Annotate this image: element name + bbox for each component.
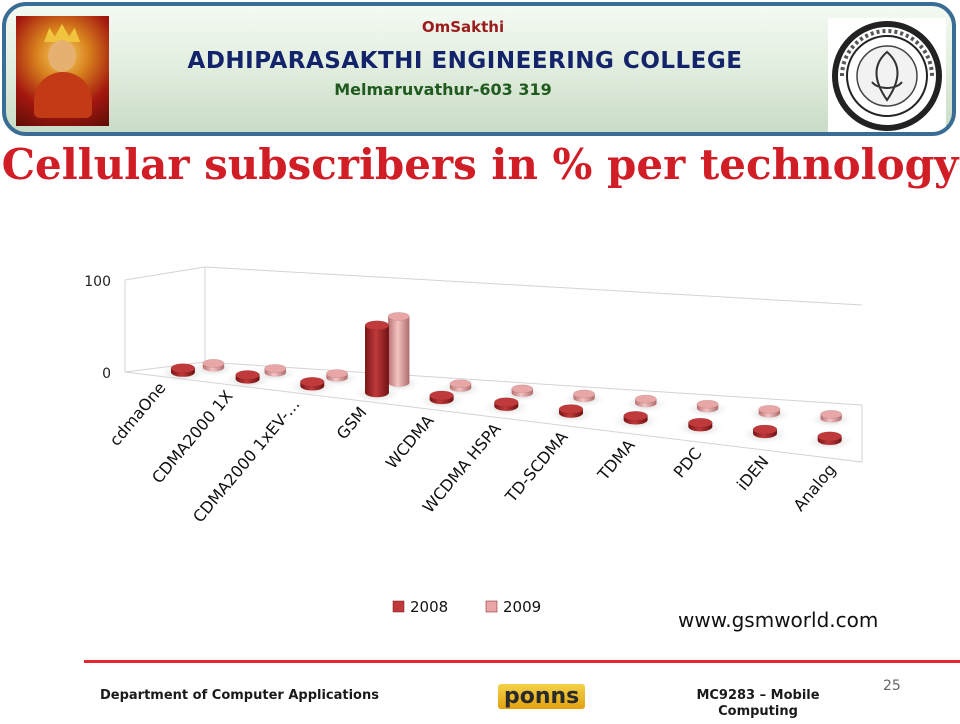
- footer-department: Department of Computer Applications: [100, 688, 379, 703]
- bar-top: [387, 312, 410, 321]
- bar-top: [364, 320, 390, 331]
- page-number: 25: [883, 678, 901, 694]
- bar-top: [817, 431, 842, 442]
- y-tick-label: 0: [102, 366, 111, 382]
- bar-top: [758, 404, 781, 414]
- bar-top: [235, 370, 260, 380]
- x-tick-label: Analog: [789, 460, 839, 515]
- bar-top: [264, 364, 287, 373]
- bar-top: [494, 397, 519, 408]
- college-name: ADHIPARASAKTHI ENGINEERING COLLEGE: [187, 48, 743, 74]
- bar-top: [688, 417, 713, 428]
- footer-brand-logo: ponns: [498, 684, 586, 709]
- deity-image: [16, 16, 109, 126]
- bar-2009-GSM: [388, 316, 410, 383]
- x-tick-label: PDC: [670, 444, 706, 482]
- source-url: www.gsmworld.com: [678, 608, 879, 632]
- x-tick-label: WCDMA HSPA: [419, 419, 505, 516]
- bar-top: [429, 390, 454, 401]
- x-tick-label: cdmaOne: [106, 378, 170, 449]
- bar-top: [449, 379, 472, 389]
- legend-swatch-2008: [392, 600, 405, 613]
- header-omsakthi: OmSakthi: [421, 18, 505, 36]
- x-tick-label: iDEN: [733, 452, 773, 494]
- legend-swatch-2009: [485, 600, 498, 613]
- slide-title: Cellular subscribers in % per technology: [1, 140, 959, 189]
- chart-back-wall: [204, 266, 863, 362]
- footer-course-line1: MC9283 – Mobile: [696, 688, 820, 703]
- bar-top: [820, 410, 843, 419]
- legend-label-2008: 2008: [410, 598, 448, 616]
- bar-top: [202, 359, 225, 368]
- bar-base: [388, 378, 410, 387]
- footer-course: MC9283 – Mobile Computing: [678, 688, 838, 720]
- bar-top: [623, 411, 648, 421]
- bar-2008-GSM: [364, 325, 389, 393]
- x-tick-label: GSM: [333, 403, 371, 443]
- bar-top: [511, 384, 534, 394]
- college-seal-logo: [828, 18, 946, 132]
- x-tick-label: TD-SCDMA: [501, 427, 572, 506]
- x-tick-label: WCDMA: [382, 411, 438, 472]
- y-tick-label: 100: [84, 274, 111, 290]
- college-location: Melmaruvathur-603 319: [334, 80, 552, 99]
- x-tick-label: TDMA: [593, 436, 638, 485]
- bar-top: [170, 363, 196, 374]
- header-banner: OmSakthi ADHIPARASAKTHI ENGINEERING COLL…: [2, 2, 956, 136]
- footer-course-line2: Computing: [718, 704, 798, 719]
- bar-top: [300, 376, 325, 387]
- footer-rule: [84, 660, 960, 663]
- legend-label-2009: 2009: [503, 598, 541, 616]
- chart-side-wall: [124, 266, 206, 372]
- bar-base: [364, 388, 389, 398]
- bar-top: [558, 404, 584, 414]
- bar-top: [326, 369, 348, 378]
- bar-top: [634, 394, 657, 404]
- bar-top: [696, 399, 719, 409]
- bar-top: [573, 389, 595, 399]
- bar-top: [752, 424, 778, 435]
